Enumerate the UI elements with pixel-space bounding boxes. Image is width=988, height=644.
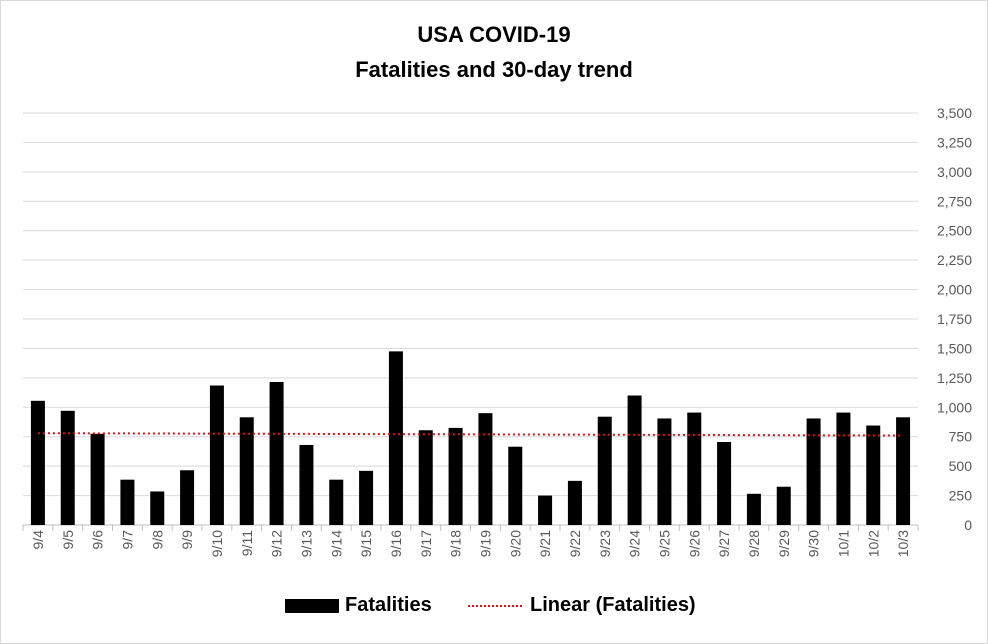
x-tick-label: 9/15	[358, 530, 374, 557]
bar	[299, 444, 314, 525]
x-tick-label: 9/18	[448, 530, 464, 557]
bar	[717, 442, 732, 525]
x-tick-label: 9/4	[30, 530, 46, 550]
y-tick-label: 2,250	[937, 252, 972, 268]
x-tick-label: 9/6	[90, 530, 106, 550]
bar	[896, 417, 911, 525]
bar	[866, 425, 881, 525]
bar	[239, 417, 254, 525]
x-tick-label: 9/30	[806, 530, 822, 557]
bar	[567, 480, 582, 525]
x-tick-label: 9/26	[686, 530, 702, 557]
x-tick-label: 10/3	[895, 530, 911, 557]
chart-subtitle: Fatalities and 30-day trend	[355, 57, 633, 82]
bar	[746, 493, 761, 525]
x-tick-label: 9/19	[477, 530, 493, 557]
y-tick-label: 500	[949, 458, 973, 474]
y-tick-label: 1,250	[937, 370, 972, 386]
bar	[329, 479, 344, 525]
bar	[627, 395, 642, 525]
x-tick-label: 9/29	[776, 530, 792, 557]
legend: Fatalities Linear (Fatalities)	[0, 594, 988, 622]
bar	[538, 495, 553, 525]
x-tick-label: 9/7	[119, 530, 135, 550]
x-tick-label: 9/20	[507, 530, 523, 557]
y-tick-label: 2,750	[937, 193, 972, 209]
bar	[478, 413, 493, 525]
bar	[150, 491, 165, 525]
bar	[388, 351, 403, 525]
x-tick-label: 9/22	[567, 530, 583, 557]
bar	[418, 430, 433, 525]
legend-item-fatalities: Fatalities	[285, 594, 432, 617]
x-tick-label: 9/14	[328, 530, 344, 557]
bar	[60, 410, 75, 525]
x-tick-label: 9/25	[656, 530, 672, 557]
x-tick-label: 9/8	[149, 530, 165, 550]
bar	[120, 479, 135, 525]
legend-swatch-trendline	[468, 604, 522, 607]
bar	[836, 412, 851, 525]
x-tick-label: 9/27	[716, 530, 732, 557]
y-tick-label: 3,500	[937, 105, 972, 121]
chart-title: USA COVID-19	[417, 22, 571, 47]
legend-swatch-fatalities	[285, 598, 339, 613]
x-tick-label: 10/1	[835, 530, 851, 557]
legend-item-trendline: Linear (Fatalities)	[468, 594, 696, 617]
x-tick-label: 9/28	[746, 530, 762, 557]
y-tick-label: 750	[949, 429, 973, 445]
y-tick-label: 2,000	[937, 282, 972, 298]
y-tick-label: 1,500	[937, 340, 972, 356]
bar	[359, 470, 374, 525]
y-tick-label: 2,500	[937, 223, 972, 239]
x-tick-label: 9/21	[537, 530, 553, 557]
bar	[180, 470, 195, 525]
bar	[508, 446, 523, 525]
bar	[776, 486, 791, 525]
bar	[448, 427, 463, 525]
y-tick-label: 1,750	[937, 311, 972, 327]
trendline	[37, 432, 904, 437]
bar	[657, 418, 672, 525]
legend-label-trendline: Linear (Fatalities)	[530, 594, 696, 616]
x-tick-label: 9/17	[418, 530, 434, 557]
bar	[597, 416, 612, 525]
x-tick-label: 9/23	[597, 530, 613, 557]
x-tick-label: 9/11	[239, 530, 255, 556]
x-tick-label: 9/16	[388, 530, 404, 557]
x-tick-label: 9/12	[269, 530, 285, 557]
y-tick-label: 3,250	[937, 134, 972, 150]
x-tick-label: 9/10	[209, 530, 225, 557]
bar	[806, 418, 821, 525]
x-tick-label: 9/13	[298, 530, 314, 557]
bar	[209, 385, 224, 525]
y-tick-label: 250	[949, 488, 973, 504]
bar	[269, 381, 284, 525]
legend-label-fatalities: Fatalities	[345, 594, 432, 616]
y-tick-label: 3,000	[937, 164, 972, 180]
y-tick-label: 1,000	[937, 399, 972, 415]
x-tick-label: 9/9	[179, 530, 195, 550]
bar	[30, 400, 45, 525]
x-tick-label: 10/2	[865, 530, 881, 557]
bar	[90, 433, 105, 525]
x-tick-label: 9/5	[60, 530, 76, 550]
bar	[687, 412, 702, 525]
x-tick-label: 9/24	[627, 530, 643, 557]
y-tick-label: 0	[964, 517, 972, 533]
